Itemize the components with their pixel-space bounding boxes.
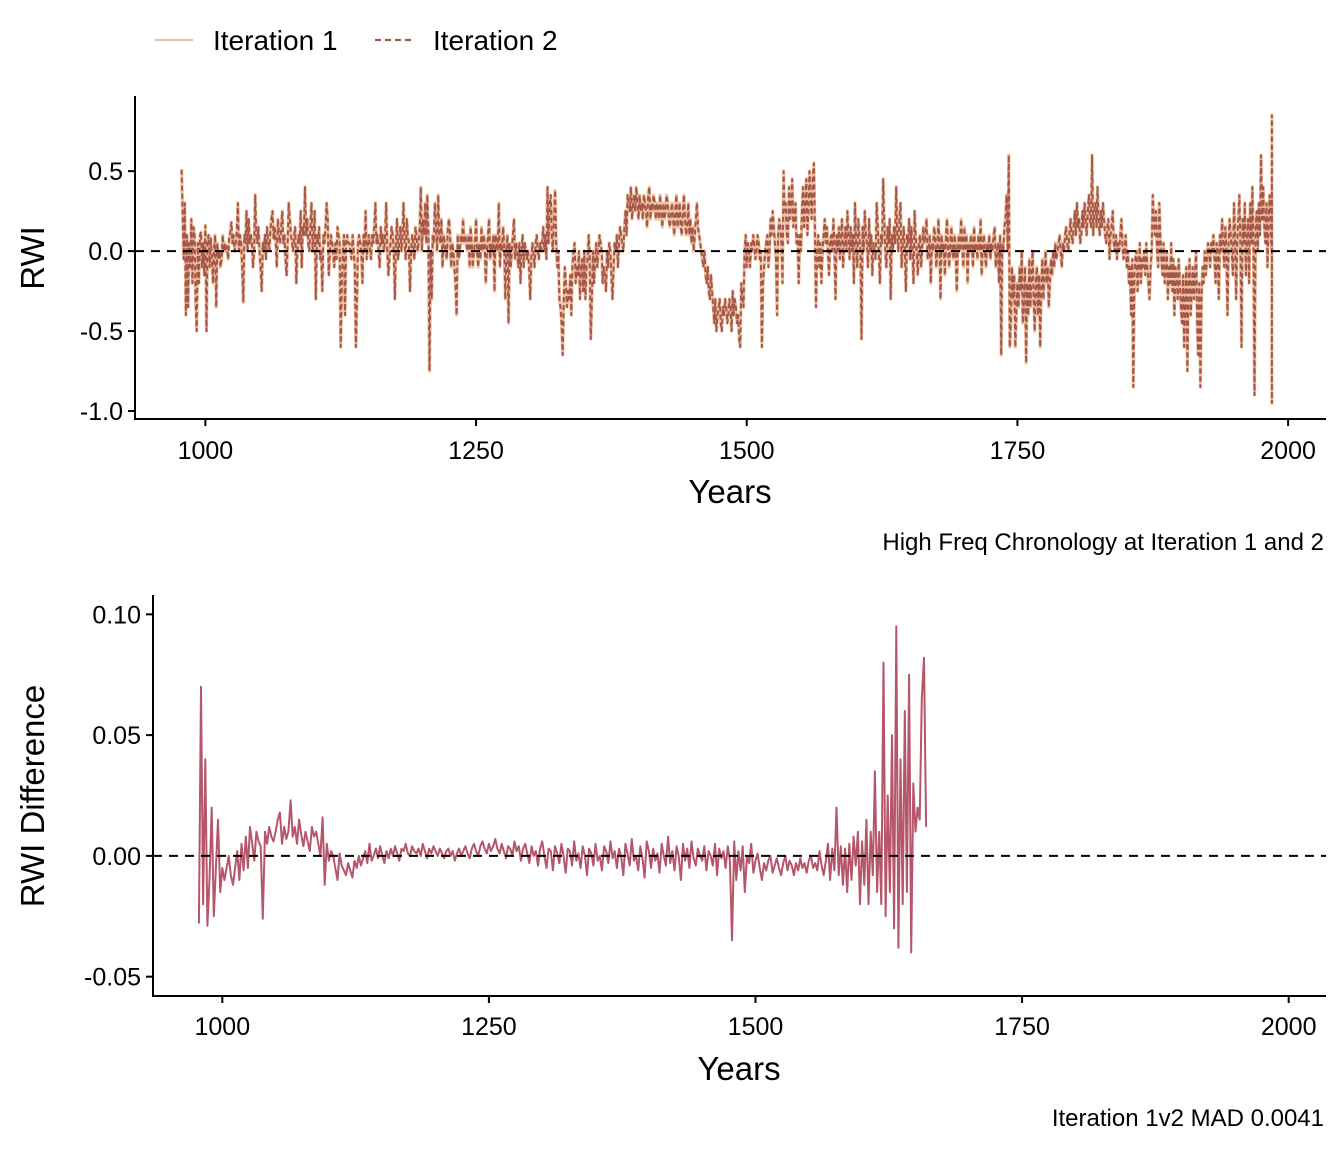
y-tick-label: 0.0	[88, 238, 123, 266]
x-tick-label: 1500	[728, 1013, 784, 1041]
y-tick-label: 0.05	[92, 722, 141, 750]
x-tick-label: 1500	[719, 437, 775, 465]
y-axis-ticks: 0.10 0.05 0.00 -0.05	[84, 601, 153, 992]
x-tick-label: 1750	[994, 1013, 1050, 1041]
panel-1-marks	[135, 113, 1326, 405]
chart-caption: High Freq Chronology at Iteration 1 and …	[882, 529, 1324, 556]
x-tick-label: 1000	[195, 1013, 251, 1041]
x-axis-ticks: 1000 1250 1500 1750 2000	[195, 996, 1317, 1041]
y-tick-label: 0.5	[88, 158, 123, 186]
panel-iteration-difference: 0.10 0.05 0.00 -0.05 1000 1250 1500 1750 2000 Y…	[14, 595, 1326, 1132]
series-line	[197, 625, 928, 954]
x-axis-ticks: 1000 1250 1500 1750 2000	[178, 419, 1316, 465]
x-axis-title: Years	[697, 1050, 780, 1087]
y-tick-label: 0.10	[92, 601, 141, 629]
y-axis-title: RWI	[14, 226, 51, 290]
legend-label-iteration-1: Iteration 1	[213, 25, 338, 56]
chart-caption: Iteration 1v2 MAD 0.0041	[1052, 1105, 1324, 1132]
x-axis-title: Years	[688, 473, 771, 510]
x-tick-label: 2000	[1261, 1013, 1317, 1041]
y-tick-label: -0.5	[80, 318, 123, 346]
legend: Iteration 1 Iteration 2	[155, 25, 558, 56]
x-tick-label: 1250	[461, 1013, 517, 1041]
legend-label-iteration-2: Iteration 2	[433, 25, 558, 56]
y-tick-label: 0.00	[92, 843, 141, 871]
y-axis-ticks: 0.5 0.0 -0.5 -1.0	[80, 158, 135, 426]
x-tick-label: 1750	[990, 437, 1046, 465]
series-line-iteration-2	[180, 114, 1273, 404]
panel-hifreq-chronology: 0.5 0.0 -0.5 -1.0 1000 1250 1500 1750 2000 Year…	[14, 96, 1326, 556]
x-tick-label: 1250	[448, 437, 504, 465]
y-tick-label: -1.0	[80, 398, 123, 426]
panel-2-marks	[153, 625, 1326, 954]
y-axis-title: RWI Difference	[14, 685, 51, 908]
x-tick-label: 1000	[178, 437, 234, 465]
y-tick-label: -0.05	[84, 964, 141, 992]
x-tick-label: 2000	[1260, 437, 1316, 465]
